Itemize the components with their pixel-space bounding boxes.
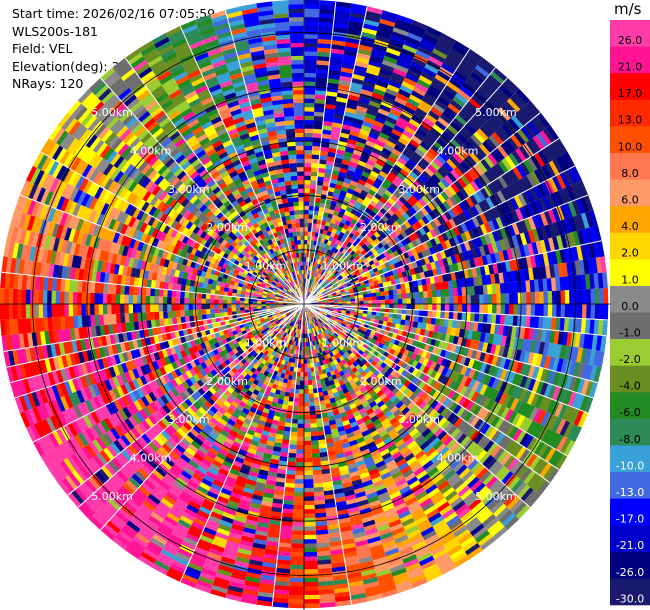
ring-label: 4.00km [437, 145, 479, 158]
ring-label: 3.00km [398, 183, 440, 196]
colorbar-segment [610, 498, 650, 526]
colorbar-tick-label: 17.0 [618, 87, 643, 100]
colorbar-segment [610, 365, 650, 393]
colorbar-segment [610, 285, 650, 313]
colorbar-segment [610, 525, 650, 553]
colorbar-segment [610, 418, 650, 446]
ppi-gates [0, 0, 609, 609]
colorbar-tick-label: 1.0 [621, 273, 639, 286]
colorbar-tick-label: 13.0 [618, 114, 643, 127]
colorbar-segment [610, 46, 650, 74]
ring-label: 5.00km [91, 490, 133, 503]
ring-label: 5.00km [91, 106, 133, 119]
colorbar-tick-label: 0.0 [621, 300, 639, 313]
colorbar-tick-label: -26.0 [616, 566, 644, 579]
ring-label: 4.00km [130, 145, 172, 158]
ring-label: 4.00km [437, 452, 479, 465]
ring-label: 1.00km [245, 336, 287, 349]
colorbar-segment [610, 472, 650, 499]
colorbar-tick-label: 6.0 [621, 194, 639, 207]
colorbar-tick-label: -6.0 [619, 406, 640, 419]
colorbar-tick-label: -1.0 [619, 326, 640, 339]
colorbar-tick-label: -13.0 [616, 486, 644, 499]
colorbar-segment [610, 126, 650, 154]
colorbar-segment [610, 339, 650, 366]
start-time-text: Start time: 2026/02/16 07:05:59 [12, 6, 216, 21]
ring-label: 1.00km [322, 336, 364, 349]
colorbar-segment [610, 152, 650, 180]
ring-label: 3.00km [168, 183, 210, 196]
colorbar-segment [610, 20, 650, 47]
colorbar-tick-label: 8.0 [621, 167, 639, 180]
ring-label: 2.00km [206, 375, 248, 388]
colorbar-segment [610, 312, 650, 340]
colorbar-segment [610, 99, 650, 127]
colorbar-tick-label: -17.0 [616, 513, 644, 526]
colorbar-segment [610, 206, 650, 234]
ring-label: 3.00km [168, 413, 210, 426]
colorbar-segment [610, 551, 650, 579]
colorbar-tick-label: 2.0 [621, 247, 639, 260]
field-text: Field: VEL [12, 41, 73, 56]
ppi-plot: 1.00km 1.00km 1.00km 1.00km 2.00km 2.00km 2.00… [0, 0, 610, 610]
colorbar-segment [610, 259, 650, 287]
colorbar-tick-label: -10.0 [616, 459, 644, 472]
colorbar-tick-label: 21.0 [618, 61, 643, 74]
colorbar-segment [610, 232, 650, 260]
ring-label: 5.00km [475, 106, 517, 119]
colorbar-tick-label: 4.0 [621, 220, 639, 233]
colorbar-segment [610, 73, 650, 101]
colorbar-tick-label: -21.0 [616, 539, 644, 552]
colorbar-title: m/s [614, 0, 642, 18]
colorbar-tick-label: 10.0 [618, 140, 643, 153]
colorbar-tick-label: -4.0 [619, 380, 640, 393]
ring-label: 4.00km [130, 452, 172, 465]
ray-gaps [1, 0, 608, 607]
instrument-text: WLS200s-181 [12, 23, 98, 39]
colorbar-tick-label: 26.0 [618, 34, 643, 47]
colorbar-tick-label: -2.0 [619, 353, 640, 366]
colorbar-segment [610, 179, 650, 207]
ring-label: 5.00km [475, 490, 517, 503]
colorbar-segment [610, 392, 650, 420]
colorbar-segment [610, 445, 650, 473]
colorbar-tick-label: -30.0 [616, 592, 644, 605]
ring-label: 1.00km [322, 260, 364, 273]
colorbar-tick-label: -8.0 [619, 433, 640, 446]
colorbar-segment [610, 578, 650, 606]
ring-label: 2.00km [360, 221, 402, 234]
ring-label: 1.00km [245, 260, 287, 273]
ring-label: 2.00km [360, 375, 402, 388]
ring-label: 2.00km [206, 221, 248, 234]
ring-label: 3.00km [398, 413, 440, 426]
nrays-text: NRays: 120 [12, 76, 84, 91]
